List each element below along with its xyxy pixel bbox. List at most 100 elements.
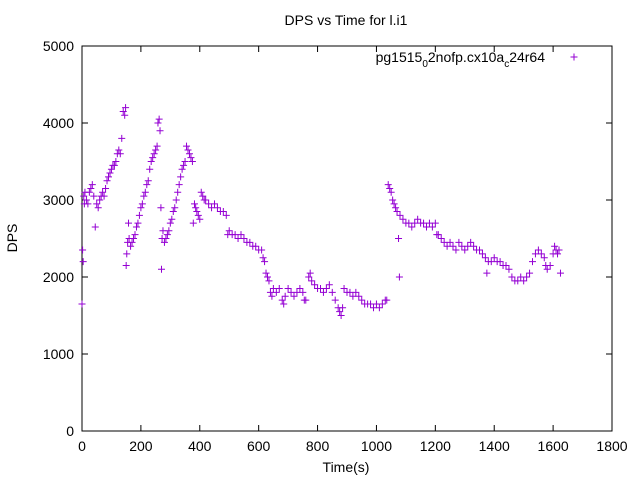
data-point [490, 254, 498, 262]
data-point [339, 304, 347, 312]
data-point [94, 204, 102, 212]
data-point [458, 242, 466, 250]
data-point [386, 184, 394, 192]
data-point [496, 258, 504, 266]
y-tick-label: 2000 [43, 269, 74, 285]
data-point [234, 235, 242, 242]
data-point [131, 231, 139, 239]
x-tick-label: 0 [78, 438, 86, 454]
data-point [287, 288, 295, 296]
data-point [222, 211, 230, 219]
data-point [152, 146, 160, 154]
data-point [190, 200, 198, 208]
data-point [153, 142, 161, 150]
data-point [517, 273, 525, 281]
data-point [185, 150, 193, 158]
data-point [169, 208, 177, 216]
data-point [132, 223, 140, 231]
data-point [82, 196, 90, 204]
data-point [317, 285, 324, 293]
data-point [290, 292, 298, 300]
data-point [134, 219, 142, 227]
data-point [122, 104, 130, 112]
data-point [149, 154, 157, 162]
data-point [502, 261, 510, 269]
data-point [449, 242, 457, 250]
data-point [157, 204, 165, 212]
data-point [529, 258, 536, 266]
data-point [370, 304, 377, 312]
data-point [140, 192, 148, 200]
data-point [122, 261, 130, 269]
data-point [121, 111, 129, 119]
data-point [556, 269, 564, 277]
data-point [177, 173, 185, 181]
data-point [551, 242, 559, 250]
y-axis: 0 1000 2000 3000 4000 5000 [43, 38, 612, 439]
data-point [184, 146, 192, 154]
data-point [395, 273, 403, 281]
data-point [80, 192, 88, 200]
data-point [231, 231, 239, 239]
data-point [322, 285, 330, 293]
data-point [259, 254, 267, 262]
data-point [115, 146, 123, 154]
data-point [337, 312, 345, 319]
chart-title: DPS vs Time for l.i1 [285, 12, 408, 28]
data-point [194, 211, 202, 219]
x-tick-label: 200 [129, 438, 153, 454]
data-point [144, 177, 152, 185]
data-point [346, 288, 354, 296]
data-point [281, 292, 289, 300]
data-point [138, 200, 146, 208]
data-point [264, 273, 271, 281]
data-point [171, 204, 179, 212]
x-tick-label: 1200 [420, 438, 451, 454]
data-point [280, 300, 288, 308]
data-point [443, 242, 451, 250]
data-point [293, 288, 301, 296]
legend-marker [570, 53, 578, 61]
y-tick-label: 4000 [43, 115, 74, 131]
data-point [411, 219, 419, 227]
data-point [192, 204, 200, 212]
data-point [79, 258, 87, 266]
data-point [163, 231, 171, 239]
data-point [106, 169, 114, 177]
data-point [349, 292, 357, 300]
data-point [160, 238, 168, 246]
data-point [155, 115, 163, 123]
data-point [196, 215, 204, 223]
x-axis: 0 200 400 600 800 1000 1200 1400 1600 1800 [78, 46, 628, 454]
data-point [534, 246, 542, 254]
x-tick-label: 1400 [479, 438, 510, 454]
data-point [425, 219, 433, 227]
data-point [105, 173, 112, 181]
data-point [189, 219, 197, 227]
data-point [296, 285, 304, 293]
data-point [302, 296, 310, 304]
data-point [205, 200, 213, 208]
data-point [90, 192, 98, 200]
legend-text-end: 24r64 [509, 49, 545, 65]
data-point [178, 165, 186, 173]
data-point [455, 238, 463, 246]
data-point [340, 285, 348, 293]
data-point [392, 204, 400, 212]
data-point [118, 134, 126, 142]
data-point [452, 246, 460, 254]
data-point [375, 304, 383, 312]
data-point [175, 181, 183, 189]
data-point [514, 277, 522, 285]
data-point [174, 188, 182, 196]
data-point [102, 184, 110, 192]
data-point [319, 288, 327, 296]
data-point [181, 158, 189, 165]
data-point [93, 200, 101, 208]
data-point [378, 300, 386, 308]
data-point [123, 250, 131, 258]
data-point [154, 119, 162, 127]
data-point [331, 296, 339, 304]
data-point [336, 308, 344, 316]
data-point [237, 231, 245, 239]
